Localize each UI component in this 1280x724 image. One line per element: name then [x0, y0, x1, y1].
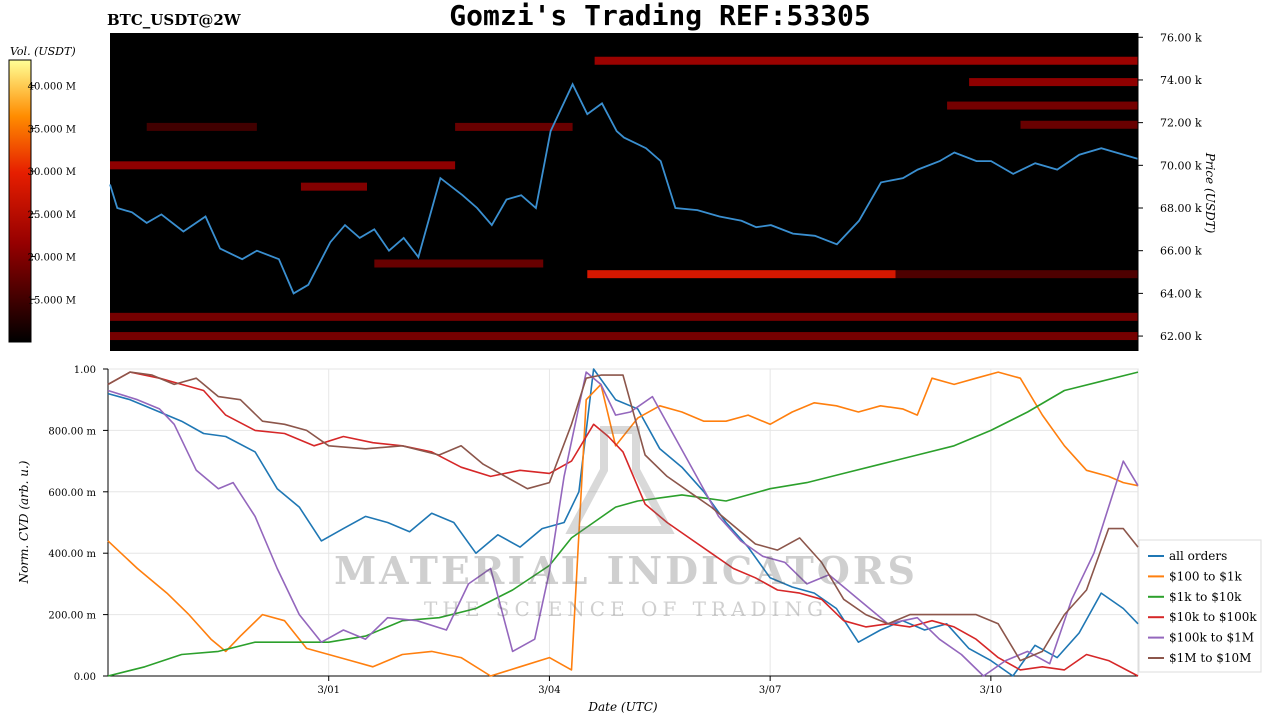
price-tick-label: 64.00 k	[1160, 287, 1202, 300]
heatmap-panel: 76.00 k 74.00 k 72.00 k 70.00 k 68.00 k 66.00…	[8, 31, 1217, 351]
liquidity-band	[947, 101, 1138, 110]
cvd-panel: 0.00 200.00 m 400.00 m 600.00 m 800.00 m 1.00…	[17, 365, 1262, 714]
colorbar	[8, 59, 32, 343]
colorbar-tick-label: 20.000 M	[28, 253, 76, 264]
series-line	[107, 371, 1139, 677]
price-tick-label: 68.00 k	[1160, 202, 1202, 215]
colorbar-tick-label: 35.000 M	[28, 124, 76, 135]
y-tick-label: 200.00 m	[48, 611, 96, 622]
legend-label: $100k to $1M	[1169, 631, 1254, 645]
colorbar-title: Vol. (USDT)	[10, 45, 76, 58]
y-tick-label: 400.00 m	[48, 549, 96, 560]
liquidity-band	[374, 259, 544, 268]
liquidity-band	[587, 270, 896, 279]
colorbar-tick-label: 15.000 M	[28, 295, 76, 306]
pair-label: BTC_USDT@2W	[107, 11, 242, 29]
liquidity-band	[110, 332, 1138, 341]
series-line	[107, 371, 1139, 677]
price-line	[109, 82, 1139, 295]
flask-icon	[565, 426, 675, 534]
x-tick-label: 3/01	[317, 685, 339, 696]
y-tick-label: 1.00	[74, 365, 96, 376]
liquidity-band	[110, 161, 456, 170]
price-tick-label: 62.00 k	[1160, 330, 1202, 343]
plot-area	[107, 368, 1139, 677]
x-axis-title: Date (UTC)	[587, 700, 657, 714]
price-axis-title: Price (USDT)	[1203, 152, 1217, 234]
heatmap-background	[110, 33, 1138, 351]
legend-label: $1k to $10k	[1169, 590, 1242, 604]
liquidity-band	[969, 78, 1138, 87]
price-tick-label: 72.00 k	[1160, 117, 1202, 130]
y-axis-title: Norm. CVD (arb. u.)	[17, 460, 31, 584]
y-tick-label: 0.00	[74, 672, 96, 683]
liquidity-band	[1020, 120, 1138, 129]
liquidity-band	[455, 122, 573, 131]
liquidity-band	[594, 56, 1138, 65]
legend-label: $100 to $1k	[1169, 569, 1242, 583]
legend: all orders $100 to $1k $1k to $10k $10k to …	[1138, 539, 1262, 673]
x-tick-label: 3/07	[759, 685, 781, 696]
legend-box	[1138, 539, 1262, 673]
y-tick-label: 800.00 m	[48, 426, 96, 437]
price-tick-label: 66.00 k	[1160, 245, 1202, 258]
legend-label: $1M to $10M	[1169, 651, 1251, 665]
price-tick-label: 76.00 k	[1160, 31, 1202, 44]
watermark: MATERIAL INDICATORS THE SCIENCE OF TRADI…	[334, 426, 918, 621]
x-tick-label: 3/04	[538, 685, 560, 696]
liquidity-band	[300, 182, 367, 191]
liquidity-band	[110, 312, 1138, 321]
colorbar-tick-label: 40.000 M	[28, 82, 76, 93]
series-line	[107, 368, 1139, 677]
liquidity-band	[895, 270, 1138, 279]
y-tick-label: 600.00 m	[48, 488, 96, 499]
price-tick-label: 70.00 k	[1160, 159, 1202, 172]
liquidity-band	[146, 122, 257, 131]
chart-title: Gomzi's Trading REF:53305	[449, 0, 870, 32]
series-line	[107, 371, 1139, 677]
legend-label: $10k to $100k	[1169, 610, 1257, 624]
x-tick-label: 3/10	[980, 685, 1002, 696]
series-line	[107, 371, 1139, 662]
colorbar-tick-label: 25.000 M	[28, 210, 76, 221]
watermark-subtitle: THE SCIENCE OF TRADING	[424, 597, 828, 621]
price-tick-label: 74.00 k	[1160, 74, 1202, 87]
legend-label: all orders	[1169, 549, 1227, 563]
series-line	[107, 371, 1139, 677]
watermark-title: MATERIAL INDICATORS	[334, 548, 918, 593]
colorbar-tick-label: 30.000 M	[28, 167, 76, 178]
